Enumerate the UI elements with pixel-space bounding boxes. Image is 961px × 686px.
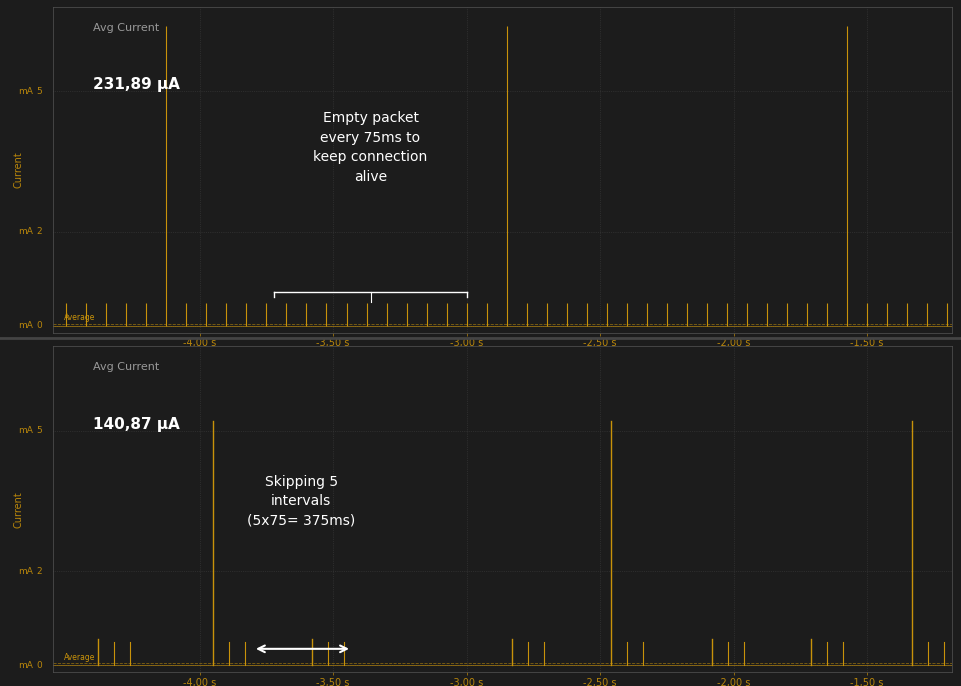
Text: mA: mA [18,426,33,436]
Text: 5: 5 [37,86,42,96]
Text: Current: Current [13,491,24,528]
Text: mA: mA [18,227,33,237]
Text: 231,89 μA: 231,89 μA [93,77,180,92]
Text: mA: mA [18,321,33,330]
Text: Avg Current: Avg Current [93,23,159,33]
Text: Average: Average [63,313,95,322]
Text: 2: 2 [37,567,42,576]
Text: 0: 0 [37,321,42,330]
Text: mA: mA [18,661,33,670]
Text: 140,87 μA: 140,87 μA [93,416,180,431]
Text: Current: Current [13,152,24,188]
Text: Avg Current: Avg Current [93,362,159,372]
Text: Average: Average [63,652,95,661]
Text: 0: 0 [37,661,42,670]
Text: 5: 5 [37,426,42,436]
Text: Skipping 5
intervals
(5x75= 375ms): Skipping 5 intervals (5x75= 375ms) [247,475,355,528]
Text: 2: 2 [37,227,42,237]
Text: Empty packet
every 75ms to
keep connection
alive: Empty packet every 75ms to keep connecti… [313,111,428,184]
Text: mA: mA [18,86,33,96]
Text: mA: mA [18,567,33,576]
